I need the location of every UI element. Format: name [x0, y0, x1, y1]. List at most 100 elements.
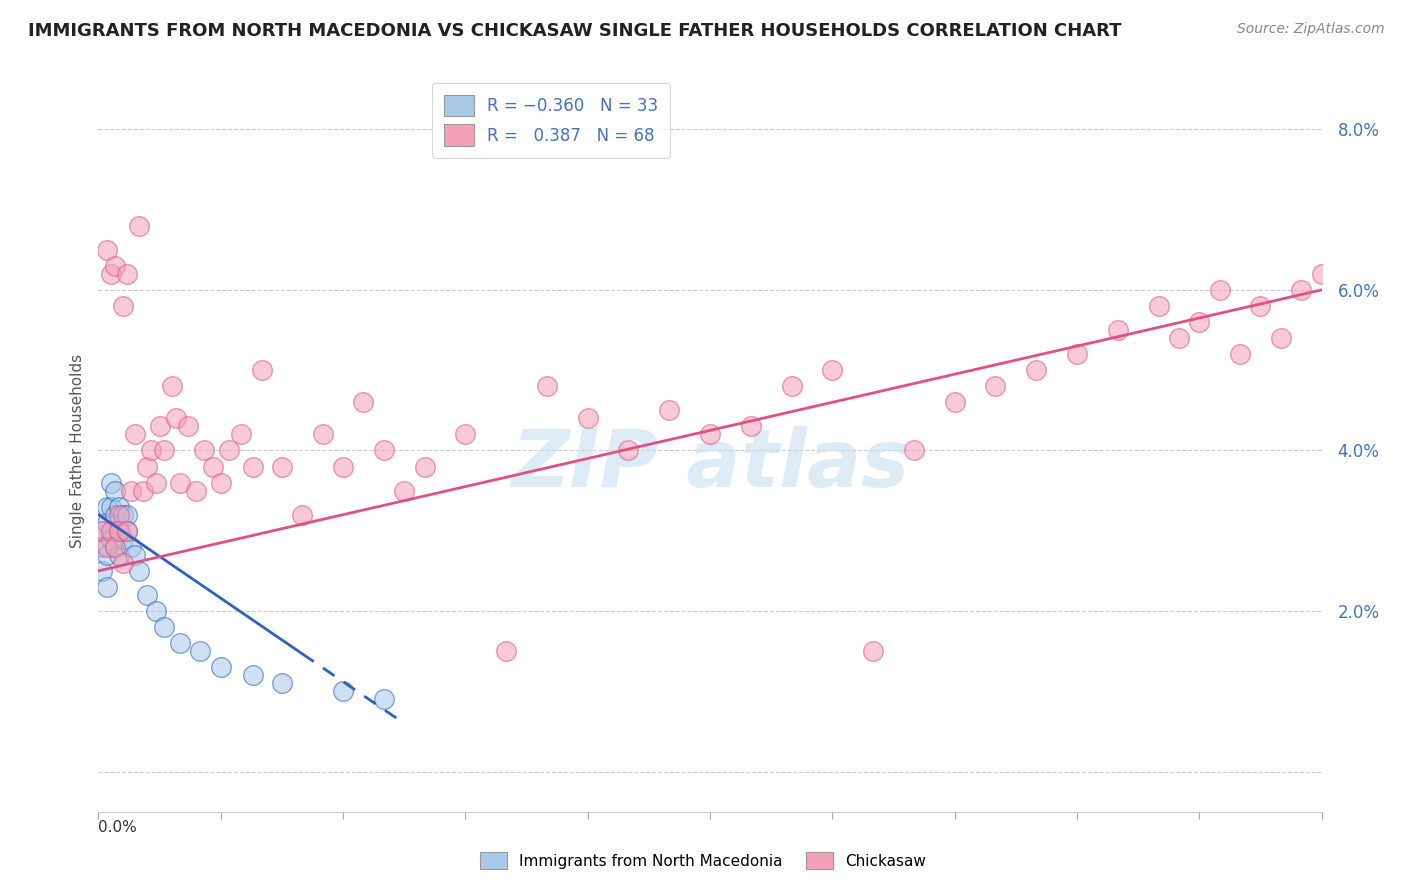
Point — [312, 427, 335, 442]
Point — [169, 636, 191, 650]
Point — [1167, 331, 1189, 345]
Point — [270, 676, 294, 690]
Point — [188, 644, 212, 658]
Point — [169, 475, 191, 490]
Point — [115, 524, 138, 538]
Point — [209, 475, 232, 490]
Point — [100, 524, 122, 538]
Point — [111, 299, 134, 313]
Point — [242, 459, 264, 474]
Point — [152, 620, 174, 634]
Point — [96, 243, 118, 257]
Point — [120, 483, 142, 498]
Text: 0.0%: 0.0% — [98, 821, 138, 836]
Point — [104, 540, 127, 554]
Point — [1147, 299, 1170, 313]
Point — [108, 500, 131, 514]
Point — [108, 524, 131, 538]
Point — [454, 427, 477, 442]
Point — [124, 548, 146, 562]
Point — [128, 564, 150, 578]
Point — [1188, 315, 1211, 329]
Point — [1310, 267, 1333, 281]
Point — [108, 508, 131, 522]
Point — [413, 459, 436, 474]
Point — [104, 259, 127, 273]
Point — [862, 644, 884, 658]
Text: IMMIGRANTS FROM NORTH MACEDONIA VS CHICKASAW SINGLE FATHER HOUSEHOLDS CORRELATIO: IMMIGRANTS FROM NORTH MACEDONIA VS CHICK… — [28, 22, 1122, 40]
Point — [1249, 299, 1271, 313]
Point — [658, 403, 681, 417]
Point — [165, 411, 187, 425]
Point — [100, 267, 122, 281]
Point — [96, 580, 118, 594]
Point — [104, 540, 127, 554]
Point — [91, 524, 114, 538]
Point — [115, 267, 138, 281]
Point — [145, 475, 167, 490]
Point — [373, 692, 395, 706]
Point — [780, 379, 803, 393]
Point — [136, 459, 159, 474]
Point — [984, 379, 1007, 393]
Point — [740, 419, 762, 434]
Point — [91, 564, 114, 578]
Point — [699, 427, 721, 442]
Y-axis label: Single Father Households: Single Father Households — [69, 353, 84, 548]
Point — [250, 363, 273, 377]
Point — [193, 443, 215, 458]
Point — [332, 684, 354, 698]
Point — [132, 483, 155, 498]
Point — [209, 660, 232, 674]
Legend: R = −0.360   N = 33, R =   0.387   N = 68: R = −0.360 N = 33, R = 0.387 N = 68 — [432, 83, 669, 158]
Point — [352, 395, 374, 409]
Point — [218, 443, 240, 458]
Point — [1066, 347, 1088, 361]
Point — [96, 500, 118, 514]
Point — [124, 427, 146, 442]
Point — [104, 508, 127, 522]
Point — [1209, 283, 1232, 297]
Point — [96, 548, 118, 562]
Point — [111, 508, 134, 522]
Point — [373, 443, 395, 458]
Point — [136, 588, 159, 602]
Point — [495, 644, 517, 658]
Point — [100, 475, 122, 490]
Point — [821, 363, 844, 377]
Point — [96, 540, 118, 554]
Legend: Immigrants from North Macedonia, Chickasaw: Immigrants from North Macedonia, Chickas… — [474, 846, 932, 875]
Point — [1107, 323, 1129, 337]
Point — [1229, 347, 1251, 361]
Point — [115, 508, 138, 522]
Point — [242, 668, 264, 682]
Point — [177, 419, 200, 434]
Point — [186, 483, 208, 498]
Point — [120, 540, 142, 554]
Point — [943, 395, 966, 409]
Point — [1025, 363, 1047, 377]
Point — [100, 500, 122, 514]
Point — [108, 548, 131, 562]
Point — [96, 516, 118, 530]
Point — [149, 419, 172, 434]
Point — [115, 524, 138, 538]
Point — [291, 508, 314, 522]
Point — [576, 411, 599, 425]
Point — [91, 524, 114, 538]
Point — [201, 459, 224, 474]
Point — [108, 524, 131, 538]
Point — [1291, 283, 1313, 297]
Point — [536, 379, 558, 393]
Point — [100, 532, 122, 546]
Text: Source: ZipAtlas.com: Source: ZipAtlas.com — [1237, 22, 1385, 37]
Point — [160, 379, 183, 393]
Point — [111, 532, 134, 546]
Point — [152, 443, 174, 458]
Point — [270, 459, 294, 474]
Point — [231, 427, 253, 442]
Point — [617, 443, 640, 458]
Point — [903, 443, 925, 458]
Point — [141, 443, 163, 458]
Point — [1270, 331, 1292, 345]
